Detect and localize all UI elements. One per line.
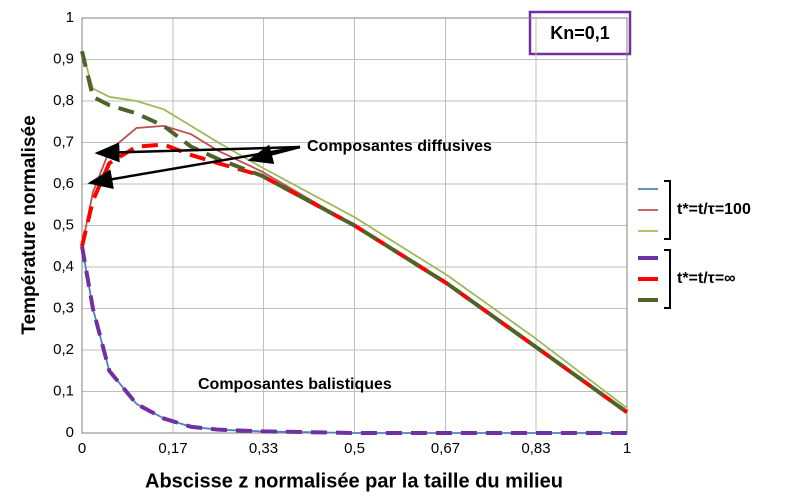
kn-label: Kn=0,1 <box>550 23 610 43</box>
plot: 0 0,1 0,2 0,3 0,4 0,5 0,6 0,7 0,8 0,9 1 0 0,17 0,33 0,… <box>53 9 631 457</box>
y-tick-label: 0,7 <box>53 133 74 150</box>
x-tick-label: 0,83 <box>521 440 550 457</box>
arrow <box>247 144 301 165</box>
y-tick-label: 0,8 <box>53 92 74 109</box>
annotation: Composantes balistiques <box>198 376 392 393</box>
y-tick-label: 0,9 <box>53 50 74 67</box>
series-line <box>80 50 629 414</box>
y-tick-label: 0,3 <box>53 299 74 316</box>
y-tick-label: 0 <box>66 424 74 441</box>
x-tick-label: 0,17 <box>158 440 187 457</box>
x-axis-title: Abscisse z normalisée par la taille du m… <box>145 470 563 492</box>
kn-box <box>528 10 632 56</box>
y-tick-label: 0,1 <box>53 382 74 399</box>
x-tick-label: 1 <box>623 440 631 457</box>
x-tick-label: 0 <box>78 440 86 457</box>
y-tick-label: 1 <box>66 9 74 26</box>
x-tick-label: 0,5 <box>344 440 365 457</box>
x-tick-label: 0,67 <box>431 440 460 457</box>
legend-label: t*=t/τ=100 <box>677 201 751 218</box>
y-tick-label: 0,5 <box>53 216 74 233</box>
y-tick-label: 0,6 <box>53 175 74 192</box>
legend-bracket <box>664 249 671 309</box>
legend-label: t*=t/τ=∞ <box>677 270 736 287</box>
annotation: Composantes diffusives <box>307 138 492 155</box>
legend-bracket <box>664 180 671 240</box>
y-tick-label: 0,4 <box>53 258 74 275</box>
series-line <box>81 50 628 409</box>
y-tick-label: 0,2 <box>53 341 74 358</box>
series-line <box>80 245 627 435</box>
x-tick-label: 0,33 <box>249 440 278 457</box>
y-axis-title: Température normalisée <box>19 115 40 334</box>
